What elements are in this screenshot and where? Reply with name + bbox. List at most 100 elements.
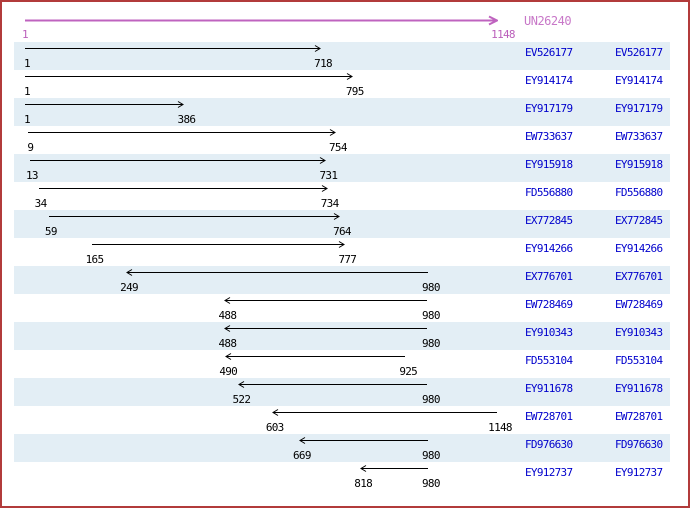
alignment-arrow <box>29 157 326 164</box>
alignment-arrow <box>38 185 328 192</box>
alignment-arrow <box>298 437 428 444</box>
alignment-row: 9 754 EW733637 EW733637 <box>14 126 670 154</box>
start-coordinate: 59 <box>44 225 58 238</box>
start-coordinate: 522 <box>232 393 251 406</box>
alignment-arrow <box>238 381 428 388</box>
start-coordinate: 669 <box>292 449 311 462</box>
end-coordinate: 980 <box>421 281 440 294</box>
reference-arrow <box>25 15 498 26</box>
alignment-arrow <box>360 465 429 472</box>
accession-link-secondary[interactable]: EY914174 <box>615 74 663 87</box>
accession-link[interactable]: EY914266 <box>525 242 573 255</box>
accession-link-secondary[interactable]: EY912737 <box>615 466 663 479</box>
accession-link[interactable]: EY914174 <box>525 74 573 87</box>
start-coordinate: 1 <box>24 113 31 126</box>
alignment-arrow <box>25 101 184 108</box>
accession-link[interactable]: EY912737 <box>525 466 573 479</box>
accession-link-secondary[interactable]: EY910343 <box>615 326 663 339</box>
accession-link[interactable]: EY910343 <box>525 326 573 339</box>
end-coordinate: 764 <box>333 225 351 238</box>
accession-link-secondary[interactable]: EX772845 <box>615 214 663 227</box>
accession-link[interactable]: EX776701 <box>525 270 573 283</box>
alignment-row: 488 980 EW728469 EW728469 <box>14 294 670 322</box>
start-coordinate: 249 <box>120 281 138 294</box>
start-coordinate: 818 <box>354 477 373 490</box>
alignment-row: 249 980 EX776701 EX776701 <box>14 266 670 294</box>
end-coordinate: 980 <box>421 449 440 462</box>
accession-link-secondary[interactable]: EY915918 <box>615 158 663 171</box>
start-coordinate: 490 <box>219 365 238 378</box>
end-coordinate: 980 <box>421 477 440 490</box>
reference-cluster-label: UN26240 <box>524 14 572 28</box>
end-coordinate: 718 <box>314 57 332 70</box>
accession-link[interactable]: EW728469 <box>525 298 573 311</box>
accession-link-secondary[interactable]: EY914266 <box>615 242 663 255</box>
alignment-arrow <box>48 213 340 220</box>
end-coordinate: 980 <box>421 309 440 322</box>
end-coordinate: 795 <box>345 85 364 98</box>
start-coordinate: 13 <box>26 169 39 182</box>
end-coordinate: 777 <box>338 253 357 266</box>
alignment-row: 13 731 EY915918 EY915918 <box>14 154 670 182</box>
alignment-row: 165 777 EY914266 EY914266 <box>14 238 670 266</box>
accession-link-secondary[interactable]: EY917179 <box>615 102 663 115</box>
accession-link[interactable]: EY915918 <box>525 158 573 171</box>
accession-link[interactable]: EW733637 <box>525 130 573 143</box>
end-coordinate: 754 <box>328 141 347 154</box>
alignment-arrow <box>271 409 497 416</box>
end-coordinate: 734 <box>320 197 339 210</box>
reference-end-coordinate: 1148 <box>491 28 515 41</box>
alignment-row: 490 925 FD553104 FD553104 <box>14 350 670 378</box>
accession-link-secondary[interactable]: FD553104 <box>615 354 663 367</box>
alignment-row: 1 386 EY917179 EY917179 <box>14 98 670 126</box>
start-coordinate: 1 <box>24 85 31 98</box>
end-coordinate: 925 <box>399 365 418 378</box>
alignment-arrow <box>224 297 428 304</box>
accession-link-secondary[interactable]: FD556880 <box>615 186 663 199</box>
accession-link[interactable]: FD553104 <box>525 354 573 367</box>
accession-link[interactable]: EY917179 <box>525 102 573 115</box>
accession-link-secondary[interactable]: EV526177 <box>615 46 663 59</box>
alignment-row: 488 980 EY910343 EY910343 <box>14 322 670 350</box>
start-coordinate: 9 <box>27 141 34 154</box>
accession-link-secondary[interactable]: FD976630 <box>615 438 663 451</box>
alignment-row: 818 980 EY912737 EY912737 <box>14 462 670 490</box>
alignment-arrow <box>28 129 337 136</box>
alignment-arrow <box>126 269 429 276</box>
alignment-row: 1 718 EV526177 EV526177 <box>14 42 670 70</box>
accession-link[interactable]: EX772845 <box>525 214 573 227</box>
alignment-row: 522 980 EY911678 EY911678 <box>14 378 670 406</box>
start-coordinate: 34 <box>34 197 48 210</box>
alignment-row: 59 764 EX772845 EX772845 <box>14 210 670 238</box>
alignment-arrow <box>25 73 353 80</box>
alignment-row: 1 795 EY914174 EY914174 <box>14 70 670 98</box>
accession-link-secondary[interactable]: EX776701 <box>615 270 663 283</box>
start-coordinate: 1 <box>24 57 31 70</box>
alignment-row: 34 734 FD556880 FD556880 <box>14 182 670 210</box>
reference-start-coordinate: 1 <box>22 28 29 41</box>
alignment-row: 669 980 FD976630 FD976630 <box>14 434 670 462</box>
accession-link-secondary[interactable]: EY911678 <box>615 382 663 395</box>
accession-link[interactable]: EV526177 <box>525 46 573 59</box>
accession-link[interactable]: FD556880 <box>525 186 573 199</box>
accession-link[interactable]: FD976630 <box>525 438 573 451</box>
end-coordinate: 980 <box>421 337 440 350</box>
alignment-arrow <box>224 325 428 332</box>
start-coordinate: 488 <box>218 309 237 322</box>
alignment-arrow <box>25 45 321 52</box>
accession-link[interactable]: EY911678 <box>525 382 573 395</box>
alignment-arrow <box>225 353 406 360</box>
end-coordinate: 731 <box>319 169 338 182</box>
alignment-arrow <box>92 241 346 248</box>
accession-link[interactable]: EW728701 <box>525 410 573 423</box>
accession-link-secondary[interactable]: EW733637 <box>615 130 663 143</box>
start-coordinate: 488 <box>218 337 237 350</box>
end-coordinate: 386 <box>177 113 196 126</box>
start-coordinate: 603 <box>265 421 284 434</box>
end-coordinate: 1148 <box>488 421 512 434</box>
start-coordinate: 165 <box>85 253 104 266</box>
alignment-row: 603 1148 EW728701 EW728701 <box>14 406 670 434</box>
accession-link-secondary[interactable]: EW728469 <box>615 298 663 311</box>
accession-link-secondary[interactable]: EW728701 <box>615 410 663 423</box>
